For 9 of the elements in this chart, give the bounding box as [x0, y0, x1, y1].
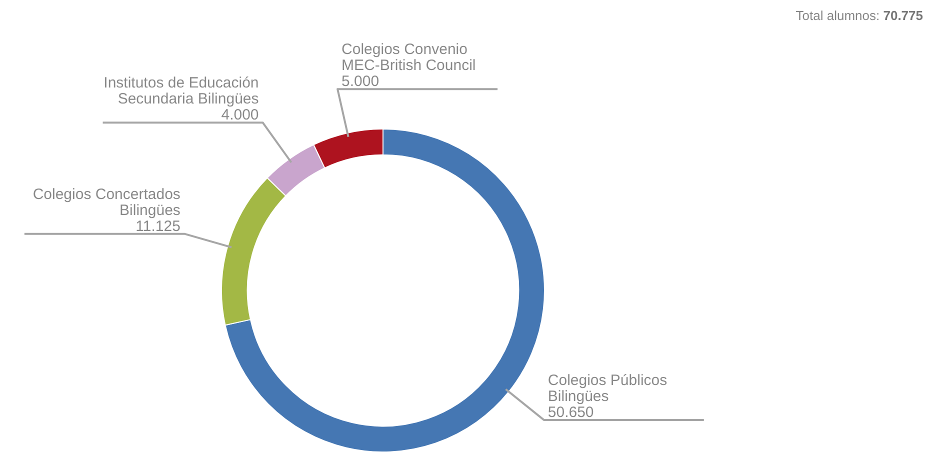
- slice-label: Colegios Concertados Bilingües: [32, 186, 180, 219]
- slice-label: Institutos de Educación Secundaria Bilingües: [104, 74, 259, 108]
- slice-label: Colegios Públicos Bilingües: [548, 372, 668, 405]
- data-label: 4.000: [221, 106, 259, 124]
- data-label: 50.650: [548, 404, 594, 421]
- data-label: 11.125: [136, 218, 180, 235]
- data-label: 5.000: [342, 73, 380, 90]
- text: Total alumnos: 70.775: [796, 8, 923, 23]
- slice-label: Colegios Convenio MEC-British Council: [342, 41, 476, 74]
